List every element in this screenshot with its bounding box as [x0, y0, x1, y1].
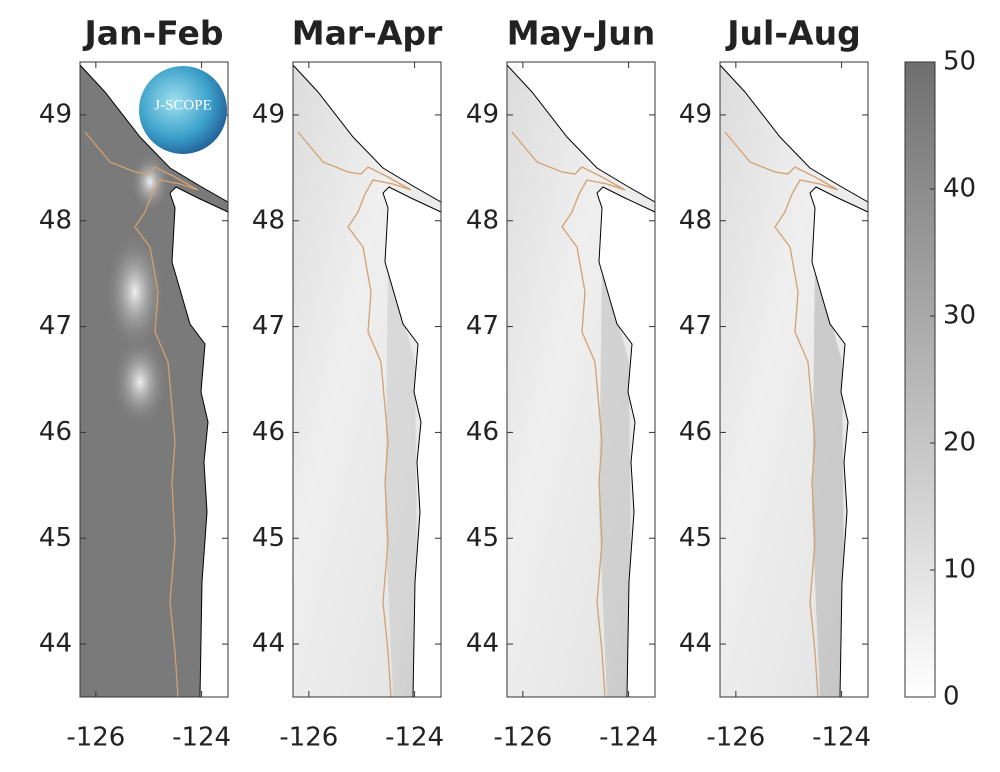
field-shade: [812, 262, 845, 697]
y-tick-label: 47: [679, 311, 712, 341]
colorbar-tick-label: 20: [943, 428, 976, 458]
y-tick-label: 46: [466, 417, 499, 447]
y-tick-label: 49: [252, 99, 285, 129]
x-tick-label: -124: [172, 723, 231, 753]
map-panel: [506, 61, 656, 698]
colorbar-tick-label: 50: [943, 47, 976, 77]
map-panel: [292, 61, 442, 698]
colorbar-tick-label: 0: [943, 682, 960, 712]
contour: [84, 131, 199, 698]
y-tick-label: 46: [39, 417, 72, 447]
y-tick-label: 49: [679, 99, 712, 129]
y-tick-label: 48: [679, 205, 712, 235]
logo-text: J-SCOPE: [154, 97, 212, 113]
contour: [511, 131, 626, 698]
x-tick-label: -126: [493, 723, 552, 753]
y-tick-label: 45: [252, 523, 285, 553]
colorbar: [904, 61, 936, 698]
y-tick-label: 44: [466, 629, 499, 659]
axes-frame: [292, 61, 442, 698]
y-tick-label: 44: [679, 629, 712, 659]
panel-title: Jan-Feb: [83, 14, 224, 53]
land: [596, 186, 656, 698]
y-tick-label: 47: [39, 311, 72, 341]
field-shade: [385, 262, 418, 697]
panel-title: Mar-Apr: [292, 14, 443, 53]
panel-title: Jul-Aug: [725, 14, 860, 53]
y-tick-label: 49: [39, 99, 72, 129]
colorbar-tick-label: 40: [943, 174, 976, 204]
y-tick-label: 49: [466, 99, 499, 129]
y-tick-label: 48: [466, 205, 499, 235]
axes-frame: [506, 61, 656, 698]
y-tick-label: 46: [679, 417, 712, 447]
y-tick-label: 47: [466, 311, 499, 341]
axes-frame: [719, 61, 869, 698]
field-patch: [105, 232, 165, 352]
logo: [139, 66, 227, 154]
colorbar-tick-label: 10: [943, 555, 976, 585]
panel-title: May-Jun: [507, 14, 656, 53]
y-tick-label: 44: [39, 629, 72, 659]
colorbar-tick-label: 30: [943, 301, 976, 331]
x-tick-label: -126: [279, 723, 338, 753]
field-patch: [130, 152, 170, 212]
y-tick-label: 48: [39, 205, 72, 235]
x-tick-label: -124: [599, 723, 658, 753]
x-tick-label: -126: [66, 723, 125, 753]
map-panel: [719, 61, 869, 698]
y-tick-label: 44: [252, 629, 285, 659]
axes-frame: [79, 61, 229, 698]
x-tick-label: -126: [706, 723, 765, 753]
x-tick-label: -124: [385, 723, 444, 753]
field-shade: [599, 262, 632, 697]
y-tick-label: 45: [39, 523, 72, 553]
field-patch: [112, 337, 168, 427]
land: [382, 186, 442, 698]
contour: [724, 131, 839, 698]
y-tick-label: 45: [466, 523, 499, 553]
contour: [297, 131, 412, 698]
y-tick-label: 47: [252, 311, 285, 341]
land: [809, 186, 869, 698]
y-tick-label: 45: [679, 523, 712, 553]
land: [169, 186, 229, 698]
y-tick-label: 48: [252, 205, 285, 235]
x-tick-label: -124: [812, 723, 871, 753]
y-tick-label: 46: [252, 417, 285, 447]
map-panel: [79, 61, 229, 698]
